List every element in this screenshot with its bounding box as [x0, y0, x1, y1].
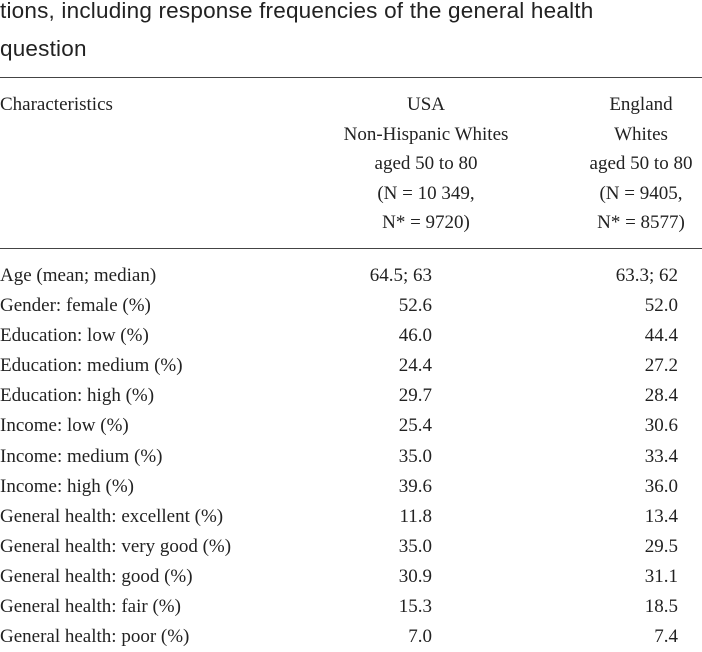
england-value: 44.4 — [644, 325, 678, 347]
header-england-line: N* = 8577) — [597, 212, 685, 233]
row-label: Income: high (%) — [0, 475, 135, 497]
row-label: Age (mean; median) — [0, 265, 157, 286]
row-label: General health: very good (%) — [0, 535, 232, 557]
table-row: General health: fair (%) 15.3 18.5 — [0, 592, 702, 622]
england-value: 30.6 — [644, 415, 678, 437]
usa-value: 24.4 — [398, 355, 432, 377]
england-value: 28.4 — [644, 385, 678, 407]
row-label: Education: medium (%) — [0, 355, 183, 377]
table-row: Income: low (%) 25.4 30.6 — [0, 411, 702, 441]
header-usa-line: (N = 10 349, — [377, 182, 475, 204]
row-label: Gender: female (%) — [0, 295, 151, 317]
header-england: England Whites aged 50 to 80 (N = 9405, … — [574, 90, 702, 238]
table-top-rule — [0, 77, 702, 78]
header-usa: USA Non-Hispanic Whites aged 50 to 80 (N… — [316, 90, 536, 238]
header-usa-line: N* = 9720) — [382, 212, 470, 233]
usa-value: 35.0 — [398, 445, 432, 467]
table-row: Education: medium (%) 24.4 27.2 — [0, 351, 702, 381]
header-usa-line: Non-Hispanic Whites — [343, 123, 509, 145]
table-row: Gender: female (%) 52.6 52.0 — [0, 291, 702, 321]
england-value: 27.2 — [644, 355, 678, 377]
usa-value: 7.0 — [408, 626, 432, 648]
usa-value: 29.7 — [398, 385, 432, 407]
table-row: Age (mean; median) 64.5; 63 63.3; 62 — [0, 261, 702, 291]
table-header-rule — [0, 248, 702, 249]
table-row: Income: medium (%) 35.0 33.4 — [0, 442, 702, 472]
table-row: General health: excellent (%) 11.8 13.4 — [0, 502, 702, 532]
row-label: Income: low (%) — [0, 415, 129, 437]
england-value: 29.5 — [644, 535, 678, 557]
row-label: General health: poor (%) — [0, 626, 190, 648]
table-row: General health: poor (%) 7.0 7.4 — [0, 622, 702, 652]
usa-value: 52.6 — [398, 295, 432, 317]
header-england-line: Whites — [614, 123, 668, 145]
england-value: 7.4 — [654, 626, 678, 648]
row-label: Education: low (%) — [0, 325, 149, 347]
row-label: General health: fair (%) — [0, 596, 181, 618]
england-value: 63.3; 62 — [615, 265, 678, 286]
header-england-line: England — [609, 94, 673, 115]
caption-line-1: tions, including response frequencies of… — [0, 0, 594, 23]
header-characteristics: Characteristics — [0, 94, 113, 115]
table-row: General health: very good (%) 35.0 29.5 — [0, 532, 702, 562]
england-value: 18.5 — [644, 596, 678, 618]
header-usa-line: aged 50 to 80 — [374, 153, 478, 174]
usa-value: 35.0 — [398, 535, 432, 557]
usa-value: 46.0 — [398, 325, 432, 347]
usa-value: 25.4 — [398, 415, 432, 437]
row-label: Income: medium (%) — [0, 445, 163, 467]
england-value: 33.4 — [644, 445, 678, 467]
table-row: Income: high (%) 39.6 36.0 — [0, 472, 702, 502]
table-body: Age (mean; median) 64.5; 63 63.3; 62 Gen… — [0, 261, 702, 652]
table-row: Education: high (%) 29.7 28.4 — [0, 381, 702, 411]
table-row: General health: good (%) 30.9 31.1 — [0, 562, 702, 592]
usa-value: 30.9 — [398, 565, 432, 587]
row-label: General health: excellent (%) — [0, 505, 224, 527]
caption-line-2: question — [0, 36, 87, 61]
usa-value: 64.5; 63 — [369, 265, 432, 286]
row-label: Education: high (%) — [0, 385, 155, 407]
row-label: General health: good (%) — [0, 565, 193, 587]
header-england-line: aged 50 to 80 — [589, 153, 693, 174]
header-england-line: (N = 9405, — [599, 182, 683, 204]
usa-value: 11.8 — [399, 505, 432, 527]
usa-value: 39.6 — [398, 475, 432, 497]
header-usa-line: USA — [406, 94, 445, 115]
usa-value: 15.3 — [398, 596, 432, 618]
england-value: 13.4 — [644, 505, 678, 527]
england-value: 31.1 — [644, 565, 678, 587]
england-value: 36.0 — [644, 475, 678, 497]
england-value: 52.0 — [644, 295, 678, 317]
table-row: Education: low (%) 46.0 44.4 — [0, 321, 702, 351]
